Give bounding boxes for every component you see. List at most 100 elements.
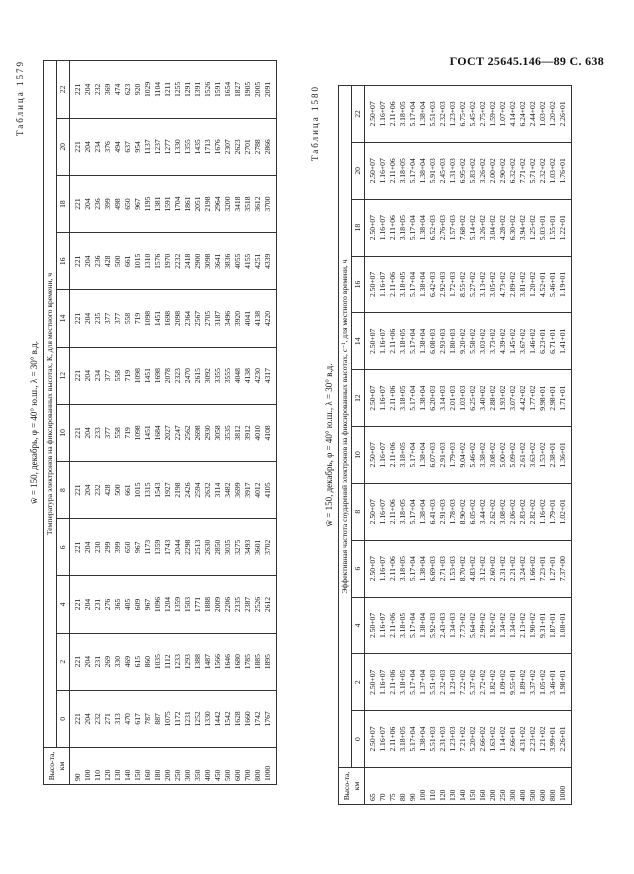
cell: 2.11+06 <box>388 426 398 484</box>
cell: 661 <box>123 232 133 290</box>
column-header: 12 <box>351 369 365 427</box>
cell: 1.53+02 <box>538 426 548 484</box>
cell: 3812 <box>233 404 243 462</box>
cell: 234 <box>93 118 103 176</box>
data-table: Высо-та, км Эффективная частота соударени… <box>338 85 572 805</box>
cell: 4.73+02 <box>498 256 508 313</box>
cell: 1359 <box>153 518 163 576</box>
cell: 1.21+02 <box>538 710 548 768</box>
row-height: 130 <box>448 767 458 805</box>
cell: 2.50+07 <box>364 312 378 370</box>
cell: 500 <box>113 461 123 519</box>
cell: 1.16+07 <box>378 710 388 768</box>
cell: 232 <box>93 690 103 748</box>
cell: 1252 <box>193 690 203 748</box>
table-row: 75 2.11+06 2.11+06 2.11+06 2.11+06 2.11+06 2.1… <box>388 85 398 805</box>
header-row: 0 2 4 6 8 10 12 14 16 18 20 22 <box>56 60 70 785</box>
cell: 2.50+07 <box>364 369 378 427</box>
cell: 3.03+02 <box>478 312 488 370</box>
cell: 7.73+02 <box>458 597 468 654</box>
row-height: 800 <box>548 767 558 805</box>
cell: 967 <box>143 575 153 634</box>
cell: 500 <box>113 232 123 290</box>
column-header: 10 <box>56 404 70 462</box>
cell: 5.83+02 <box>468 142 478 200</box>
cell: 1543 <box>153 461 163 519</box>
cell: 1330 <box>173 118 183 176</box>
row-height: 1000 <box>558 767 572 805</box>
cell: 232 <box>93 461 103 519</box>
table-row: 90 5.17+04 5.17+04 5.17+04 5.17+04 5.17+04 5.1… <box>408 85 418 805</box>
cell: 204 <box>83 232 93 290</box>
cell: 1.38+04 <box>418 597 428 654</box>
cell: 204 <box>83 60 93 119</box>
cell: 1330 <box>203 690 213 748</box>
cell: 236 <box>93 232 103 290</box>
cell: 498 <box>113 175 123 233</box>
cell: 1.20+02 <box>548 85 558 143</box>
row-height: 150 <box>133 747 143 785</box>
cell: 3.04+02 <box>488 199 498 257</box>
cell: 1.41+01 <box>558 312 572 370</box>
cell: 2.38+01 <box>548 426 558 484</box>
cell: 1277 <box>163 118 173 176</box>
column-header: 14 <box>351 312 365 370</box>
table-row: 300 1231 1293 1503 2298 2426 2562 2470 2364 2418 1… <box>183 60 193 785</box>
cell: 1646 <box>223 633 233 691</box>
cell: 920 <box>133 60 143 119</box>
cell: 5.51+03 <box>428 653 438 711</box>
cell: 1204 <box>163 575 173 634</box>
cell: 1035 <box>153 633 163 691</box>
cell: 2.11+06 <box>388 653 398 711</box>
cell: 1.57+03 <box>448 199 458 257</box>
cell: 3702 <box>263 518 277 576</box>
cell: 2051 <box>193 175 203 233</box>
cell: 2615 <box>193 347 203 405</box>
table-row: 80 3.18+05 3.18+05 3.18+05 3.18+05 3.18+05 3.1… <box>398 85 408 805</box>
cell: 1.93+02 <box>498 369 508 427</box>
table-row: 140 7.21+02 7.22+02 7.73+02 8.70+02 8.90+02 9.… <box>458 85 468 805</box>
cell: 2364 <box>183 289 193 348</box>
cell: 3.81+02 <box>518 256 528 313</box>
cell: 3.26+02 <box>478 142 488 200</box>
cell: 2.11+06 <box>388 597 398 654</box>
cell: 5.58+02 <box>468 312 478 370</box>
cell: 2198 <box>173 461 183 519</box>
cell: 1.71+01 <box>558 369 572 427</box>
cell: 1.38+04 <box>418 710 428 768</box>
cell: 1576 <box>153 232 163 290</box>
cell: 1.19+01 <box>558 256 572 313</box>
cell: 2.61+02 <box>518 426 528 484</box>
cell: 1.82+02 <box>488 653 498 711</box>
cell: 4230 <box>253 347 263 405</box>
table-row: 120 271 269 276 299 428 377 377 377 428 399 376 369 <box>103 60 113 785</box>
cell: 7.23+01 <box>538 540 548 598</box>
cell: 1.16+07 <box>378 540 388 598</box>
cell: 2.50+07 <box>364 142 378 200</box>
row-height: 100 <box>418 767 428 805</box>
header-row: Высо-та, км Эффективная частота соударени… <box>338 85 365 805</box>
cell: 6.30+02 <box>508 199 518 257</box>
cell: 2078 <box>163 347 173 405</box>
row-height: 350 <box>193 747 203 785</box>
cell: 2.11+06 <box>388 199 398 257</box>
cell: 719 <box>123 347 133 405</box>
table-row: 200 1.63+02 1.82+02 1.92+02 2.60+02 2.62+02 3.… <box>488 85 498 805</box>
header-row: Высо-та, км Температура электронов на фик… <box>43 60 70 785</box>
cell: 3355 <box>213 347 223 405</box>
cell: 1591 <box>163 175 173 233</box>
cell: 1.79+03 <box>448 426 458 484</box>
cell: 3187 <box>213 289 223 348</box>
cell: 7.22+02 <box>458 653 468 711</box>
row-height: 250 <box>173 747 183 785</box>
cell: 1315 <box>143 461 153 519</box>
cell: 967 <box>133 175 143 233</box>
cell: 5.17+04 <box>408 312 418 370</box>
cell: 5.17+04 <box>408 483 418 541</box>
column-header: 22 <box>56 60 70 119</box>
cell: 269 <box>103 633 113 691</box>
table-row: 1000 2.26+01 1.98+01 1.08+01 7.37+00 1.02+01 1… <box>558 85 572 805</box>
cell: 2866 <box>263 118 277 176</box>
table-row: 450 1442 1566 2009 2850 3114 3058 3355 3187 3641 2… <box>213 60 223 785</box>
